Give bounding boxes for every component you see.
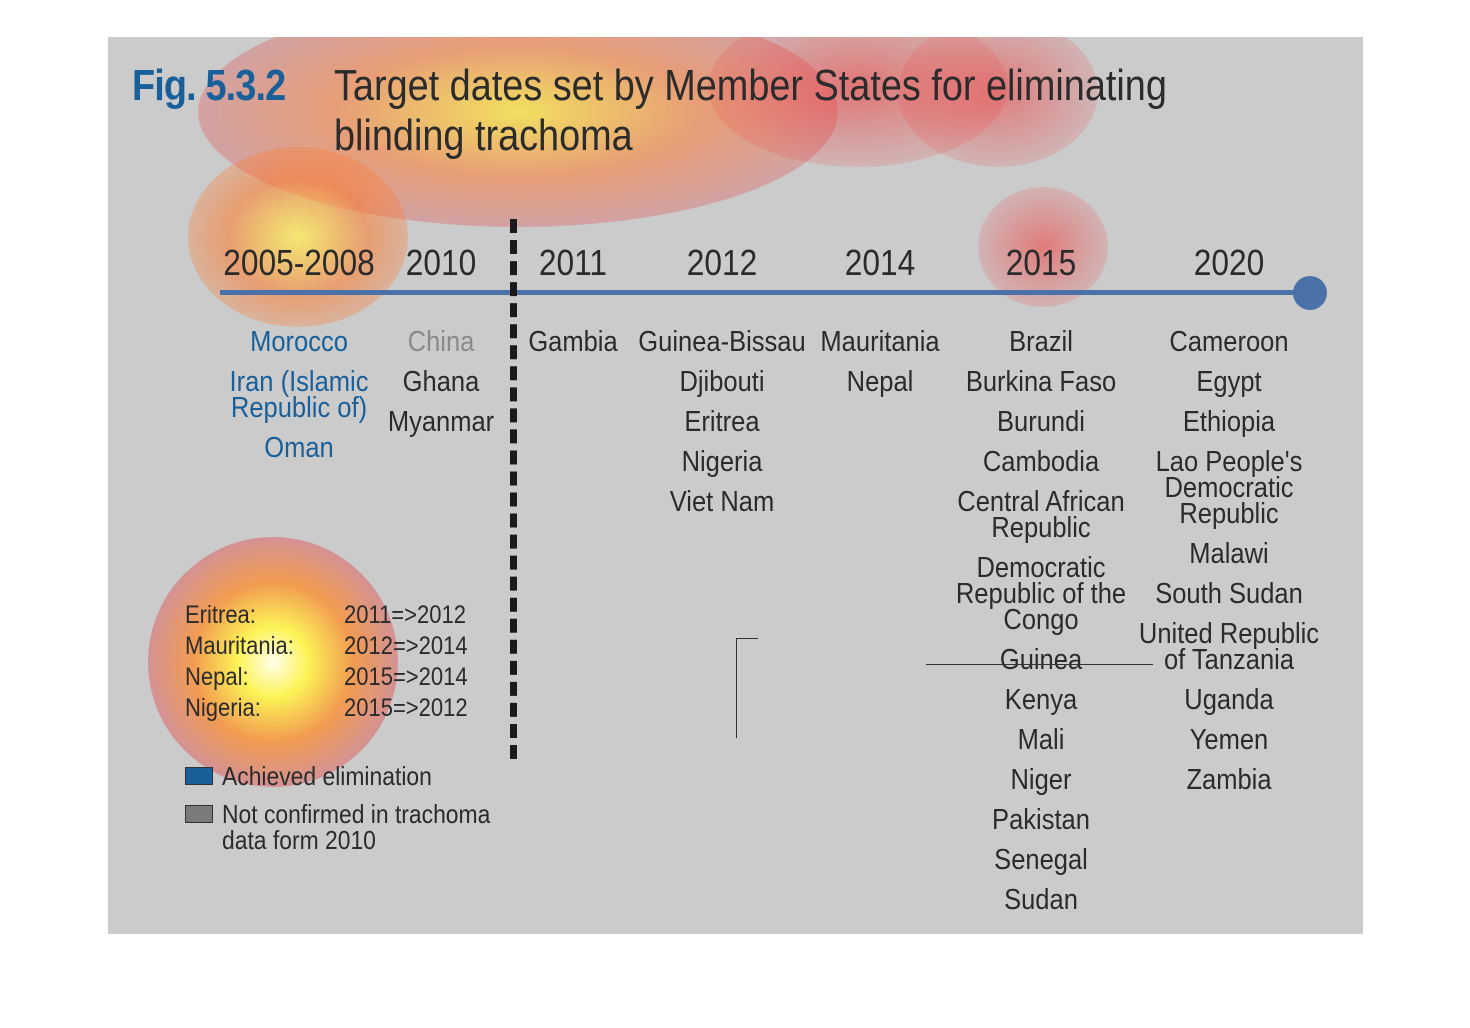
country-name: Ethiopia <box>1182 406 1276 438</box>
change-country: Nepal: <box>185 663 249 691</box>
country-name: Yemen <box>1189 724 1269 756</box>
timeline-end-marker <box>1293 276 1327 310</box>
country-name: Central African Republic <box>957 486 1125 544</box>
country-name: Malawi <box>1189 538 1269 570</box>
year-label: 2005-2008 <box>223 242 375 283</box>
country-column: Morocco Iran (Islamic Republic of) Oman <box>169 322 429 468</box>
country-name: Eritrea <box>684 406 760 438</box>
year-label: 2010 <box>405 242 477 283</box>
country-name: Nigeria <box>681 446 763 478</box>
country-name: Ghana <box>402 366 480 398</box>
country-column: Gambia <box>443 322 703 362</box>
year-label: 2011 <box>538 242 608 283</box>
country-name: Egypt <box>1196 366 1262 398</box>
country-name: Oman <box>264 432 334 464</box>
country-name: Uganda <box>1184 684 1274 716</box>
country-name: Senegal <box>994 844 1088 876</box>
legend-not-confirmed-label: Not confirmed in trachoma data form 2010 <box>222 799 491 855</box>
country-column: Cameroon Egypt Ethiopia Lao People's Democr… <box>1099 322 1359 800</box>
country-name: Mali <box>1017 724 1065 756</box>
country-name: Iran (Islamic Republic of) <box>229 366 369 424</box>
country-name: Myanmar <box>387 406 495 438</box>
country-name: Pakistan <box>992 804 1090 836</box>
country-name: Cambodia <box>982 446 1100 478</box>
country-name: Zambia <box>1186 764 1272 796</box>
country-name: Gambia <box>528 326 618 358</box>
country-name: Burkina Faso <box>965 366 1117 398</box>
country-column: Guinea-Bissau Djibouti Eritrea Nigeria Viet … <box>592 322 852 522</box>
country-name: Guinea <box>999 644 1083 676</box>
legend-achieved-label: Achieved elimination <box>222 761 432 791</box>
country-name: Democratic Republic of the Congo <box>955 552 1127 636</box>
country-name: Nepal <box>846 366 914 398</box>
year-label: 2012 <box>686 242 758 283</box>
country-name: Guinea-Bissau <box>638 326 806 358</box>
country-name: Niger <box>1010 764 1072 796</box>
change-country: Mauritania: <box>185 632 294 660</box>
country-name: Morocco <box>250 326 348 358</box>
heatmap-overlay <box>188 147 408 327</box>
figure-label: Fig. 5.3.2 <box>132 61 286 110</box>
country-name: Burundi <box>997 406 1085 438</box>
country-name: South Sudan <box>1155 578 1303 610</box>
country-name: Cameroon <box>1169 326 1289 358</box>
country-name: Kenya <box>1004 684 1078 716</box>
timeline-axis <box>220 290 1310 295</box>
figure-title: Target dates set by Member States for el… <box>334 61 1167 161</box>
country-name: United Republic of Tanzania <box>1138 618 1320 676</box>
country-column: Mauritania Nepal <box>750 322 1010 402</box>
connector-line <box>926 664 1153 665</box>
change-country: Eritrea: <box>185 601 256 629</box>
year-label: 2014 <box>844 242 916 283</box>
connector-line <box>736 638 737 738</box>
year-label: 2015 <box>1005 242 1077 283</box>
figure-title-line-1: Target dates set by Member States for el… <box>334 61 1167 110</box>
heatmap-overlay <box>148 537 398 787</box>
country-name: China <box>407 326 475 358</box>
country-name: Djibouti <box>679 366 765 398</box>
change-country: Nigeria: <box>185 694 261 722</box>
legend-not-confirmed-swatch <box>185 805 213 823</box>
country-name: Mauritania <box>820 326 940 358</box>
country-column: Brazil Burkina Faso Burundi Cambodia Central… <box>911 322 1171 920</box>
change-value: 2015=>2012 <box>344 694 468 722</box>
country-name: Brazil <box>1009 326 1073 358</box>
country-column: China Ghana Myanmar <box>311 322 571 442</box>
year-label: 2020 <box>1193 242 1265 283</box>
country-name: Viet Nam <box>669 486 775 518</box>
change-value: 2015=>2014 <box>344 663 468 691</box>
timeline-divider <box>510 219 517 759</box>
country-name: Lao People's Democratic Republic <box>1155 446 1303 530</box>
change-value: 2012=>2014 <box>344 632 468 660</box>
figure-panel: Fig. 5.3.2 Target dates set by Member St… <box>108 37 1363 934</box>
legend-achieved-swatch <box>185 767 213 785</box>
country-name: Sudan <box>1004 884 1078 916</box>
figure-title-line-2: blinding trachoma <box>334 111 633 160</box>
change-value: 2011=>2012 <box>344 601 466 629</box>
connector-line <box>736 638 758 639</box>
